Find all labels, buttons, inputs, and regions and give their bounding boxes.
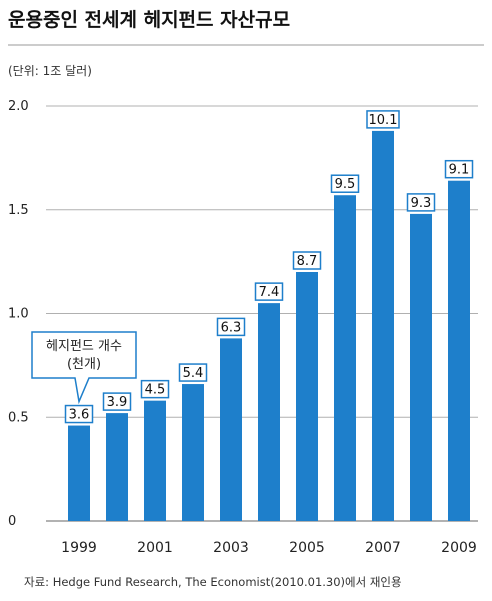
data-label-box bbox=[406, 193, 436, 212]
data-label: 3.9 bbox=[107, 395, 128, 410]
y-axis-ticks: 0 0.5 1.0 1.5 2.0 bbox=[8, 99, 29, 529]
x-axis-ticks: 1999 2001 2003 2005 2007 2009 bbox=[61, 540, 477, 556]
callout: 헤지펀드 개수 (천개) bbox=[31, 331, 137, 405]
data-label: 5.4 bbox=[183, 366, 204, 381]
data-label-box bbox=[292, 251, 322, 270]
data-label-box bbox=[178, 363, 208, 382]
x-tick-label: 2003 bbox=[213, 540, 249, 556]
x-tick-label: 2009 bbox=[441, 540, 477, 556]
bar bbox=[334, 195, 356, 521]
bar bbox=[144, 400, 166, 521]
bar bbox=[258, 303, 280, 521]
bar bbox=[410, 213, 432, 521]
data-label-box bbox=[140, 379, 170, 399]
data-label: 9.3 bbox=[411, 196, 432, 211]
bar bbox=[372, 130, 394, 521]
y-tick-label: 2.0 bbox=[8, 99, 29, 114]
bar bbox=[448, 180, 470, 521]
data-label-box bbox=[330, 174, 360, 193]
data-label: 7.4 bbox=[259, 285, 280, 300]
bar bbox=[106, 413, 128, 521]
y-tick-label: 1.5 bbox=[8, 203, 29, 218]
chart-title: 운용중인 전세계 헤지펀드 자산규모 bbox=[8, 9, 290, 31]
y-tick-label: 0.5 bbox=[8, 410, 29, 425]
data-labels: 3.6 3.9 4.5 5.4 6.3 7.4 8.7 9.5 10.1 9.3 9.1 bbox=[64, 110, 474, 424]
source-note: 자료: Hedge Fund Research, The Economist(2… bbox=[24, 575, 402, 589]
data-label-box bbox=[102, 392, 132, 411]
bar bbox=[220, 338, 242, 521]
data-label-box bbox=[216, 317, 246, 337]
x-tick-label: 2001 bbox=[137, 540, 173, 556]
bars bbox=[68, 130, 470, 521]
x-tick-label: 2007 bbox=[365, 540, 401, 556]
data-label-box bbox=[366, 110, 400, 129]
x-tick-label: 2005 bbox=[289, 540, 325, 556]
bar bbox=[182, 384, 204, 521]
data-label-box bbox=[64, 404, 94, 424]
data-label-box bbox=[444, 159, 474, 179]
unit-label: (단위: 1조 달러) bbox=[8, 64, 92, 78]
bar bbox=[296, 272, 318, 521]
data-label: 8.7 bbox=[297, 254, 318, 269]
callout-bubble bbox=[31, 331, 137, 405]
callout-line-1: 헤지펀드 개수 bbox=[46, 339, 122, 354]
x-tick-label: 1999 bbox=[61, 540, 97, 556]
data-label: 10.1 bbox=[369, 113, 398, 128]
callout-line-2: (천개) bbox=[67, 357, 101, 372]
data-label: 9.1 bbox=[449, 163, 470, 178]
data-label: 3.6 bbox=[69, 408, 90, 423]
data-label: 6.3 bbox=[221, 320, 242, 335]
data-label: 9.5 bbox=[335, 177, 356, 192]
y-tick-label: 1.0 bbox=[8, 307, 29, 322]
data-label-box bbox=[254, 282, 284, 301]
bar bbox=[68, 425, 90, 521]
y-tick-label: 0 bbox=[8, 514, 16, 529]
data-label: 4.5 bbox=[145, 383, 166, 398]
